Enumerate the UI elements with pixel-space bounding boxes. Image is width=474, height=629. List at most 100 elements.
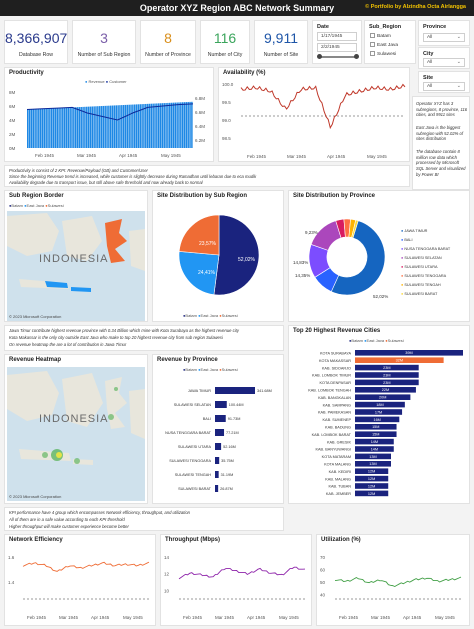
- y-tick-label: 6M: [9, 104, 16, 109]
- revenue-bar: [28, 109, 31, 148]
- x-tick-label: May 1945: [123, 615, 143, 620]
- revenue-bar: [159, 103, 162, 148]
- date-to-input[interactable]: 2/2/1945: [317, 43, 357, 52]
- y-tick-label: 2M: [9, 132, 16, 137]
- city-revenue-bar: [355, 350, 463, 356]
- revenue-bar: [73, 107, 75, 148]
- city-revenue-bar: [355, 475, 389, 482]
- y-tick-label: 8M: [9, 90, 16, 95]
- revenue-bar: [89, 106, 92, 148]
- kpi-label: Number of City: [207, 52, 243, 58]
- revenue-bar: [91, 106, 94, 148]
- city-revenue-bar: [355, 357, 444, 363]
- note-line: On revenue heatmap the are a lot of cont…: [9, 342, 127, 347]
- revenue-bar: [38, 108, 40, 148]
- y-tick-label: 99.5: [222, 100, 231, 105]
- city-slicer-title: City: [423, 51, 434, 57]
- city-revenue-bar: [355, 446, 394, 452]
- x-tick-label: Apr 1945: [327, 154, 346, 159]
- city-label: KAB. SUMENEP: [323, 418, 352, 422]
- subregion-map[interactable]: INDONESIA © 2023 Microsoft Corporation: [7, 211, 145, 321]
- revenue-bar: [65, 107, 68, 148]
- x-tick-label: Feb 1945: [247, 154, 267, 159]
- site-dist-subregion-title: Site Distribution by Sub Region: [157, 193, 247, 199]
- city-revenue-bar: [355, 387, 416, 393]
- x-tick-label: Mar 1945: [77, 153, 97, 158]
- revenue-bar: [215, 457, 220, 464]
- x-tick-label: Apr 1945: [91, 615, 110, 620]
- date-from-input[interactable]: 1/17/1945: [317, 32, 357, 41]
- revenue-bar: [117, 105, 119, 148]
- availability-chart: 100.0 99.5 99.0 98.5 Feb 1945 Mar 1945 Apr 194…: [222, 82, 406, 159]
- subregion-border-title: Sub Region Border: [9, 193, 64, 199]
- pie-label: 52,02%: [238, 257, 256, 263]
- data-label: 20M: [379, 396, 386, 400]
- revenue-bar: [161, 103, 164, 148]
- revenue-bar: [215, 429, 225, 436]
- subregion-option-sulawesi[interactable]: Sulawesi: [370, 51, 396, 57]
- city-dropdown[interactable]: All ⌄: [423, 58, 465, 67]
- site-dist-subregion-panel: Site Distribution by Sub Region 52,02% 2…: [152, 190, 284, 322]
- revenue-bar: [111, 105, 114, 148]
- revenue-bar: [156, 103, 158, 148]
- pie-label: 24,41%: [198, 270, 216, 276]
- notes-panel-kpi: KPI performance have 4 group which encom…: [4, 507, 284, 531]
- throughput-panel: Throughput (Mbps) 14 12 10 Feb 1945 Mar 1945…: [160, 534, 312, 626]
- kpi-value: 8,366,907: [5, 30, 68, 46]
- revenue-bar: [137, 104, 140, 148]
- top-cities-chart: KOTA SURABAYA 39M KOTA MAKASSAR 32M KAB. SID…: [308, 350, 463, 497]
- data-label: 23M: [383, 366, 390, 370]
- revenue-province-legend: ●Batam ●East Java ●Sulawesi: [183, 367, 238, 372]
- subregion-border-legend: ●Batam ●East Java ●Sulawesi: [9, 203, 64, 208]
- revenue-bar: [178, 102, 180, 148]
- revenue-heatmap-map[interactable]: INDONESIA © 2023 Microsoft Corporation: [7, 367, 145, 501]
- province-dropdown[interactable]: All ⌄: [423, 33, 465, 42]
- subregion-option-batam[interactable]: Batam: [370, 33, 391, 39]
- city-label: KAB. PAMEKASAN: [318, 411, 351, 415]
- revenue-bar: [41, 108, 44, 148]
- date-range-track[interactable]: [319, 56, 357, 58]
- revenue-bar: [146, 103, 149, 148]
- city-label: KOTA MAKASSAR: [319, 359, 351, 363]
- revenue-bar: [157, 103, 160, 148]
- donut-legend-item: ● NUSA TENGGARA BARAT: [401, 247, 451, 251]
- category-label: SULAWESI BARAT: [178, 487, 212, 491]
- revenue-bar: [27, 109, 29, 148]
- revenue-bar: [100, 106, 103, 148]
- city-label: KAB. TUBAN: [328, 485, 351, 489]
- data-label: 14M: [371, 447, 378, 451]
- revenue-bar: [215, 415, 226, 422]
- map-attribution: © 2023 Microsoft Corporation: [9, 494, 62, 499]
- revenue-bar: [167, 102, 169, 148]
- x-tick-label: Feb 1945: [27, 615, 47, 620]
- side-note-panel: Operator XYZ has 3 subregions, 8 provinc…: [412, 96, 470, 190]
- revenue-bar: [169, 102, 171, 148]
- site-dist-province-donut: 52,02% 14,83% 14,35% 9,23%: [293, 218, 388, 299]
- y-tick-label: 1.6: [8, 555, 15, 560]
- data-label: 16M: [373, 418, 380, 422]
- revenue-bar: [78, 107, 81, 148]
- revenue-bar: [215, 401, 227, 408]
- date-range-handle-end[interactable]: [354, 54, 359, 59]
- city-revenue-bar: [355, 372, 419, 378]
- revenue-bar: [52, 108, 55, 148]
- revenue-bar: [71, 107, 73, 148]
- donut-label: 52,02%: [373, 294, 388, 299]
- revenue-bar: [76, 107, 79, 148]
- date-range-handle-start[interactable]: [317, 54, 322, 59]
- date-slicer: Date 1/17/1945 2/2/1945: [312, 20, 362, 64]
- city-label: KAB. MALANG: [325, 477, 351, 481]
- revenue-bar: [69, 107, 71, 148]
- revenue-bar: [215, 485, 219, 492]
- y-tick-label: 70: [320, 555, 326, 560]
- revenue-bar: [39, 108, 42, 148]
- subregion-border-panel: Sub Region Border ●Batam ●East Java ●Sul…: [4, 190, 148, 322]
- revenue-bar: [165, 103, 167, 148]
- notes-panel-revenue: Jawa Timur contribute highest revenue pr…: [4, 325, 284, 351]
- checkbox-icon: [370, 51, 375, 56]
- kpi-value: 3: [100, 30, 108, 46]
- revenue-bar: [56, 108, 58, 148]
- subregion-option-east-java[interactable]: East Java: [370, 42, 398, 48]
- y-tick-label: 98.5: [222, 136, 231, 141]
- site-dropdown[interactable]: All ⌄: [423, 82, 465, 91]
